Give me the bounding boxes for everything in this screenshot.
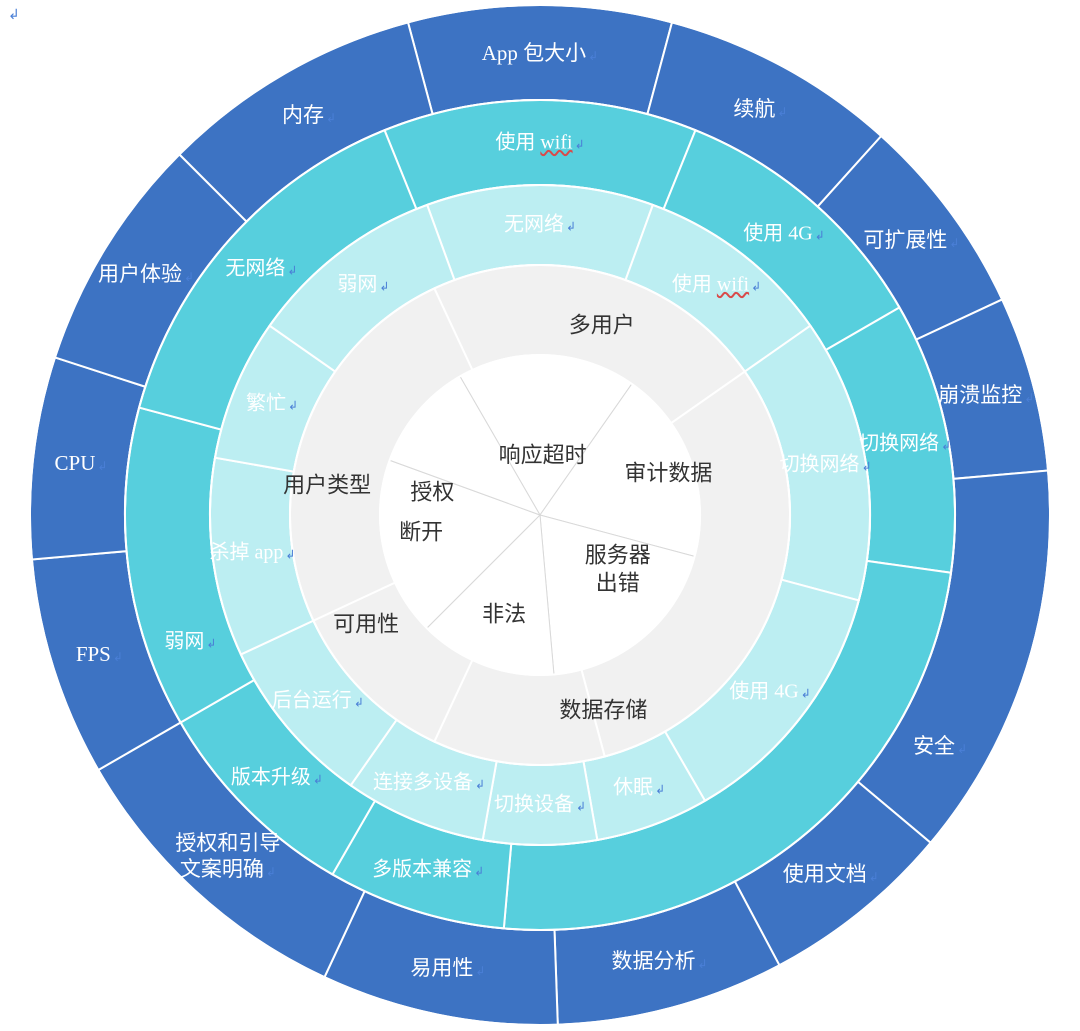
sunburst-diagram: ↲ 响应超时审计数据服务器出错非法断开授权多用户数据存储可用性用户类型无网络↲使… (0, 0, 1080, 1031)
sunburst-svg (0, 0, 1080, 1031)
paragraph-mark: ↲ (8, 6, 20, 23)
